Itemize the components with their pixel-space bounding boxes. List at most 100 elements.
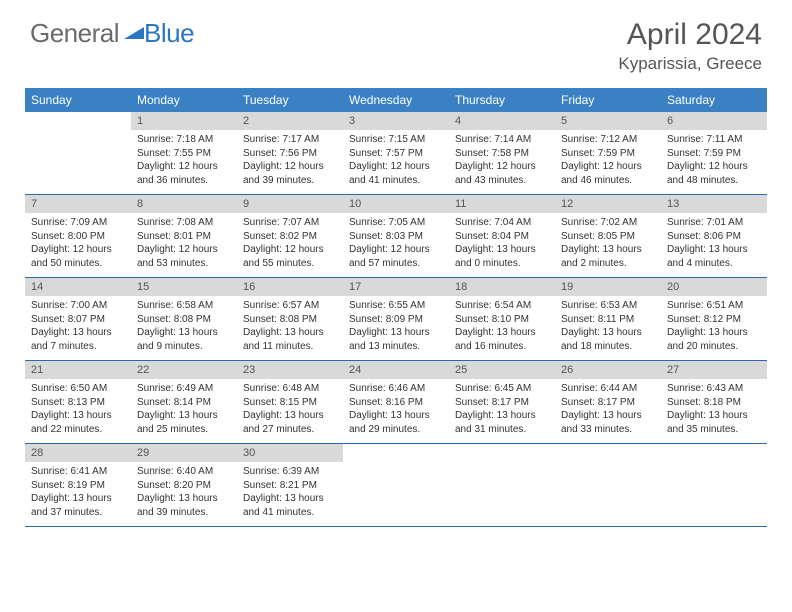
day-cell: Sunrise: 7:17 AMSunset: 7:56 PMDaylight:… bbox=[237, 130, 343, 194]
sunset-text: Sunset: 7:57 PM bbox=[349, 147, 443, 161]
day-cell: Sunrise: 6:45 AMSunset: 8:17 PMDaylight:… bbox=[449, 379, 555, 443]
day-number: 24 bbox=[343, 361, 449, 380]
sunrise-text: Sunrise: 6:43 AM bbox=[667, 382, 761, 396]
day-number: 5 bbox=[555, 112, 661, 130]
day-number: 22 bbox=[131, 361, 237, 380]
day-number: 23 bbox=[237, 361, 343, 380]
day-cell: Sunrise: 6:54 AMSunset: 8:10 PMDaylight:… bbox=[449, 296, 555, 360]
day-number: 25 bbox=[449, 361, 555, 380]
day1-text: Daylight: 13 hours bbox=[455, 243, 549, 257]
dow-sunday: Sunday bbox=[25, 88, 131, 112]
day-cell: Sunrise: 7:14 AMSunset: 7:58 PMDaylight:… bbox=[449, 130, 555, 194]
day1-text: Daylight: 12 hours bbox=[243, 243, 337, 257]
month-title: April 2024 bbox=[618, 18, 762, 52]
content-row: Sunrise: 7:00 AMSunset: 8:07 PMDaylight:… bbox=[25, 296, 767, 360]
sunset-text: Sunset: 8:15 PM bbox=[243, 396, 337, 410]
day1-text: Daylight: 13 hours bbox=[561, 409, 655, 423]
day-number: 13 bbox=[661, 195, 767, 214]
sunset-text: Sunset: 8:13 PM bbox=[31, 396, 125, 410]
sunrise-text: Sunrise: 7:02 AM bbox=[561, 216, 655, 230]
day-number: 17 bbox=[343, 278, 449, 297]
day-number: 21 bbox=[25, 361, 131, 380]
day1-text: Daylight: 12 hours bbox=[243, 160, 337, 174]
day1-text: Daylight: 13 hours bbox=[667, 243, 761, 257]
sunrise-text: Sunrise: 6:46 AM bbox=[349, 382, 443, 396]
sunrise-text: Sunrise: 6:44 AM bbox=[561, 382, 655, 396]
sunrise-text: Sunrise: 7:04 AM bbox=[455, 216, 549, 230]
day-number: 10 bbox=[343, 195, 449, 214]
sunset-text: Sunset: 8:02 PM bbox=[243, 230, 337, 244]
day2-text: and 22 minutes. bbox=[31, 423, 125, 437]
sunset-text: Sunset: 8:21 PM bbox=[243, 479, 337, 493]
sunset-text: Sunset: 8:17 PM bbox=[455, 396, 549, 410]
day1-text: Daylight: 13 hours bbox=[561, 326, 655, 340]
logo-triangle-icon bbox=[124, 23, 144, 44]
day1-text: Daylight: 13 hours bbox=[31, 409, 125, 423]
day-number: 19 bbox=[555, 278, 661, 297]
day2-text: and 25 minutes. bbox=[137, 423, 231, 437]
sunrise-text: Sunrise: 7:07 AM bbox=[243, 216, 337, 230]
day-cell bbox=[555, 462, 661, 526]
dow-wednesday: Wednesday bbox=[343, 88, 449, 112]
day1-text: Daylight: 13 hours bbox=[667, 409, 761, 423]
daynum-row: 123456 bbox=[25, 112, 767, 130]
day-cell bbox=[661, 462, 767, 526]
day2-text: and 0 minutes. bbox=[455, 257, 549, 271]
day2-text: and 41 minutes. bbox=[349, 174, 443, 188]
calendar-table: Sunday Monday Tuesday Wednesday Thursday… bbox=[25, 88, 767, 527]
sunrise-text: Sunrise: 7:14 AM bbox=[455, 133, 549, 147]
daynum-row: 282930 bbox=[25, 444, 767, 463]
day-number: 4 bbox=[449, 112, 555, 130]
content-row: Sunrise: 7:09 AMSunset: 8:00 PMDaylight:… bbox=[25, 213, 767, 277]
day2-text: and 2 minutes. bbox=[561, 257, 655, 271]
day1-text: Daylight: 12 hours bbox=[349, 243, 443, 257]
day-cell: Sunrise: 6:39 AMSunset: 8:21 PMDaylight:… bbox=[237, 462, 343, 526]
sunset-text: Sunset: 8:04 PM bbox=[455, 230, 549, 244]
day1-text: Daylight: 13 hours bbox=[455, 409, 549, 423]
day1-text: Daylight: 13 hours bbox=[137, 409, 231, 423]
day-number: 9 bbox=[237, 195, 343, 214]
day-number bbox=[343, 444, 449, 463]
day2-text: and 20 minutes. bbox=[667, 340, 761, 354]
day-number: 12 bbox=[555, 195, 661, 214]
day2-text: and 11 minutes. bbox=[243, 340, 337, 354]
day1-text: Daylight: 12 hours bbox=[561, 160, 655, 174]
day-number bbox=[25, 112, 131, 130]
content-row: Sunrise: 6:41 AMSunset: 8:19 PMDaylight:… bbox=[25, 462, 767, 526]
sunset-text: Sunset: 8:03 PM bbox=[349, 230, 443, 244]
sunset-text: Sunset: 7:59 PM bbox=[561, 147, 655, 161]
day2-text: and 43 minutes. bbox=[455, 174, 549, 188]
day1-text: Daylight: 13 hours bbox=[31, 326, 125, 340]
sunrise-text: Sunrise: 6:51 AM bbox=[667, 299, 761, 313]
sunset-text: Sunset: 8:09 PM bbox=[349, 313, 443, 327]
day1-text: Daylight: 12 hours bbox=[455, 160, 549, 174]
day2-text: and 27 minutes. bbox=[243, 423, 337, 437]
logo-text-blue: Blue bbox=[144, 18, 194, 49]
dow-tuesday: Tuesday bbox=[237, 88, 343, 112]
day2-text: and 18 minutes. bbox=[561, 340, 655, 354]
day-cell: Sunrise: 6:49 AMSunset: 8:14 PMDaylight:… bbox=[131, 379, 237, 443]
sunset-text: Sunset: 8:06 PM bbox=[667, 230, 761, 244]
sunset-text: Sunset: 8:05 PM bbox=[561, 230, 655, 244]
sunrise-text: Sunrise: 6:39 AM bbox=[243, 465, 337, 479]
day-cell: Sunrise: 7:15 AMSunset: 7:57 PMDaylight:… bbox=[343, 130, 449, 194]
day-cell: Sunrise: 7:02 AMSunset: 8:05 PMDaylight:… bbox=[555, 213, 661, 277]
day-cell: Sunrise: 7:04 AMSunset: 8:04 PMDaylight:… bbox=[449, 213, 555, 277]
daynum-row: 14151617181920 bbox=[25, 278, 767, 297]
day2-text: and 36 minutes. bbox=[137, 174, 231, 188]
day1-text: Daylight: 13 hours bbox=[667, 326, 761, 340]
day-cell: Sunrise: 7:00 AMSunset: 8:07 PMDaylight:… bbox=[25, 296, 131, 360]
day-number: 7 bbox=[25, 195, 131, 214]
day2-text: and 46 minutes. bbox=[561, 174, 655, 188]
day1-text: Daylight: 13 hours bbox=[455, 326, 549, 340]
day2-text: and 39 minutes. bbox=[243, 174, 337, 188]
sunrise-text: Sunrise: 7:00 AM bbox=[31, 299, 125, 313]
day-cell: Sunrise: 7:05 AMSunset: 8:03 PMDaylight:… bbox=[343, 213, 449, 277]
day-number bbox=[555, 444, 661, 463]
day-cell: Sunrise: 7:01 AMSunset: 8:06 PMDaylight:… bbox=[661, 213, 767, 277]
day-cell: Sunrise: 6:48 AMSunset: 8:15 PMDaylight:… bbox=[237, 379, 343, 443]
day-number: 15 bbox=[131, 278, 237, 297]
day-number: 28 bbox=[25, 444, 131, 463]
sunrise-text: Sunrise: 6:54 AM bbox=[455, 299, 549, 313]
day-cell bbox=[449, 462, 555, 526]
